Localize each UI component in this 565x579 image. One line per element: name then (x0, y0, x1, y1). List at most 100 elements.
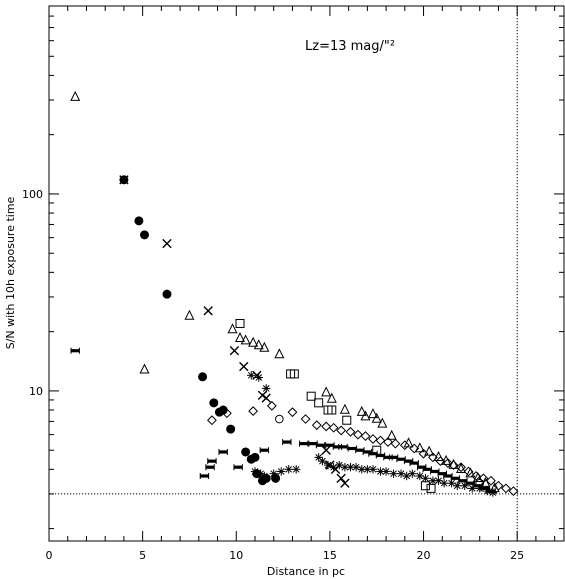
data-point-triangle (326, 392, 337, 403)
data-point-triangle (321, 386, 332, 397)
data-point-triangle (248, 336, 259, 347)
data-point-triangle (356, 405, 367, 416)
data-point-x (336, 473, 346, 484)
data-point-triangle (371, 412, 382, 423)
data-point-asterisk (357, 465, 366, 474)
data-point-circle-filled (226, 424, 236, 434)
data-point-triangle (184, 309, 195, 320)
data-point-diamond (428, 452, 438, 463)
data-point-double-bar (207, 458, 217, 465)
data-point-asterisk (389, 469, 398, 478)
data-point-diamond (222, 408, 232, 419)
data-point-asterisk (381, 467, 391, 476)
data-point-asterisk (269, 469, 278, 478)
data-point-triangle (240, 334, 251, 345)
data-point-triangle (377, 417, 388, 428)
data-point-triangle (339, 403, 350, 414)
data-point-triangle (360, 410, 371, 421)
data-point-diamond (328, 422, 339, 433)
data-point-circle-filled (119, 175, 129, 185)
data-point-asterisk (439, 479, 449, 488)
data-point-square (426, 483, 436, 493)
data-point-asterisk (247, 371, 256, 380)
data-point-asterisk (277, 467, 286, 476)
data-point-diamond (336, 425, 347, 436)
data-point-asterisk (292, 465, 301, 474)
data-point-diamond (353, 429, 363, 440)
y-tick-label: 100 (22, 188, 43, 201)
data-point-diamond (471, 471, 481, 481)
data-point-triangle (235, 331, 246, 342)
data-point-diamond (345, 426, 356, 437)
data-point-square (235, 318, 245, 328)
data-point-diamond (383, 437, 393, 447)
data-point-double-bar (70, 347, 80, 354)
data-point-diamond (321, 421, 332, 432)
data-point-double-bar (282, 439, 292, 446)
data-point-asterisk (475, 484, 484, 493)
data-point-asterisk (408, 469, 417, 478)
data-point-diamond (207, 415, 217, 426)
data-point-asterisk (368, 465, 378, 474)
data-point-triangle (259, 341, 270, 352)
axis-tick-labels: 0 5 10 15 20 25 10 100 (22, 188, 524, 562)
data-point-circle-open (275, 414, 284, 424)
data-point-circle-filled (162, 289, 172, 299)
data-point-diamond (375, 435, 386, 446)
data-point-diamond (287, 407, 298, 418)
data-point-double-bar (409, 460, 419, 467)
data-point-double-bar (315, 442, 326, 449)
data-point-asterisk (453, 481, 462, 490)
y-tick-label: 10 (29, 385, 43, 398)
data-point-diamond (311, 420, 322, 431)
data-point-asterisk (260, 471, 269, 481)
data-point-double-bar (298, 440, 309, 447)
data-point-circle-filled (140, 230, 150, 240)
data-point-diamond (435, 456, 446, 467)
data-point-diamond (486, 475, 496, 486)
data-point-diamond (418, 448, 429, 459)
data-point-diamond (360, 431, 371, 441)
data-point-double-bar (218, 448, 228, 455)
data-point-square (289, 369, 299, 379)
data-point-x (239, 361, 249, 372)
data-point-triangle (465, 467, 476, 478)
data-point-diamond (390, 438, 401, 449)
data-point-diamond (456, 462, 466, 473)
data-point-diamond (399, 440, 410, 451)
data-point-triangle (274, 348, 285, 359)
data-point-square (342, 415, 352, 425)
data-point-asterisk (262, 384, 271, 393)
data-point-triangle (424, 445, 435, 456)
axis-ticks (48, 5, 564, 541)
data-point-triangle (455, 462, 467, 474)
data-point-double-bar (205, 464, 215, 471)
data-point-triangle (70, 90, 81, 101)
data-point-circle-filled (241, 447, 251, 457)
data-point-diamond (493, 480, 504, 491)
data-point-x (229, 346, 240, 356)
x-tick-label: 10 (229, 549, 243, 562)
data-point-circle-filled (134, 216, 144, 226)
data-point-diamond (409, 443, 420, 454)
x-tick-label: 20 (417, 549, 431, 562)
data-point-diamond (442, 458, 453, 469)
data-point-x (340, 478, 350, 488)
x-tick-label: 25 (510, 549, 524, 562)
data-point-triangle (367, 408, 378, 419)
x-tick-label: 15 (323, 549, 337, 562)
data-point-double-bar (199, 472, 210, 479)
data-point-triangle (227, 323, 238, 334)
data-point-asterisk (254, 373, 263, 382)
data-point-diamond (368, 434, 378, 444)
data-point-circle-filled (198, 372, 208, 382)
data-point-triangle (386, 429, 397, 440)
data-point-double-bar (338, 443, 348, 450)
data-point-triangle (253, 339, 264, 350)
data-point-square (420, 481, 430, 491)
y-axis-title: S/N with 10h exposure time (4, 196, 17, 349)
data-point-triangle (139, 363, 150, 374)
data-point-diamond (508, 486, 519, 497)
data-points (70, 90, 519, 497)
x-tick-label: 5 (139, 549, 146, 562)
